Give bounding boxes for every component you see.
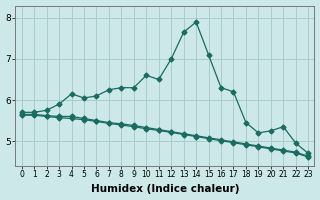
X-axis label: Humidex (Indice chaleur): Humidex (Indice chaleur) bbox=[91, 184, 239, 194]
